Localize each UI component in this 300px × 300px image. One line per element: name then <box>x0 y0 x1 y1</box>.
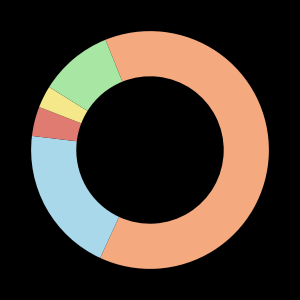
Wedge shape <box>49 40 122 111</box>
Wedge shape <box>39 87 88 123</box>
Wedge shape <box>100 31 269 269</box>
Wedge shape <box>32 107 81 141</box>
Wedge shape <box>31 136 119 258</box>
